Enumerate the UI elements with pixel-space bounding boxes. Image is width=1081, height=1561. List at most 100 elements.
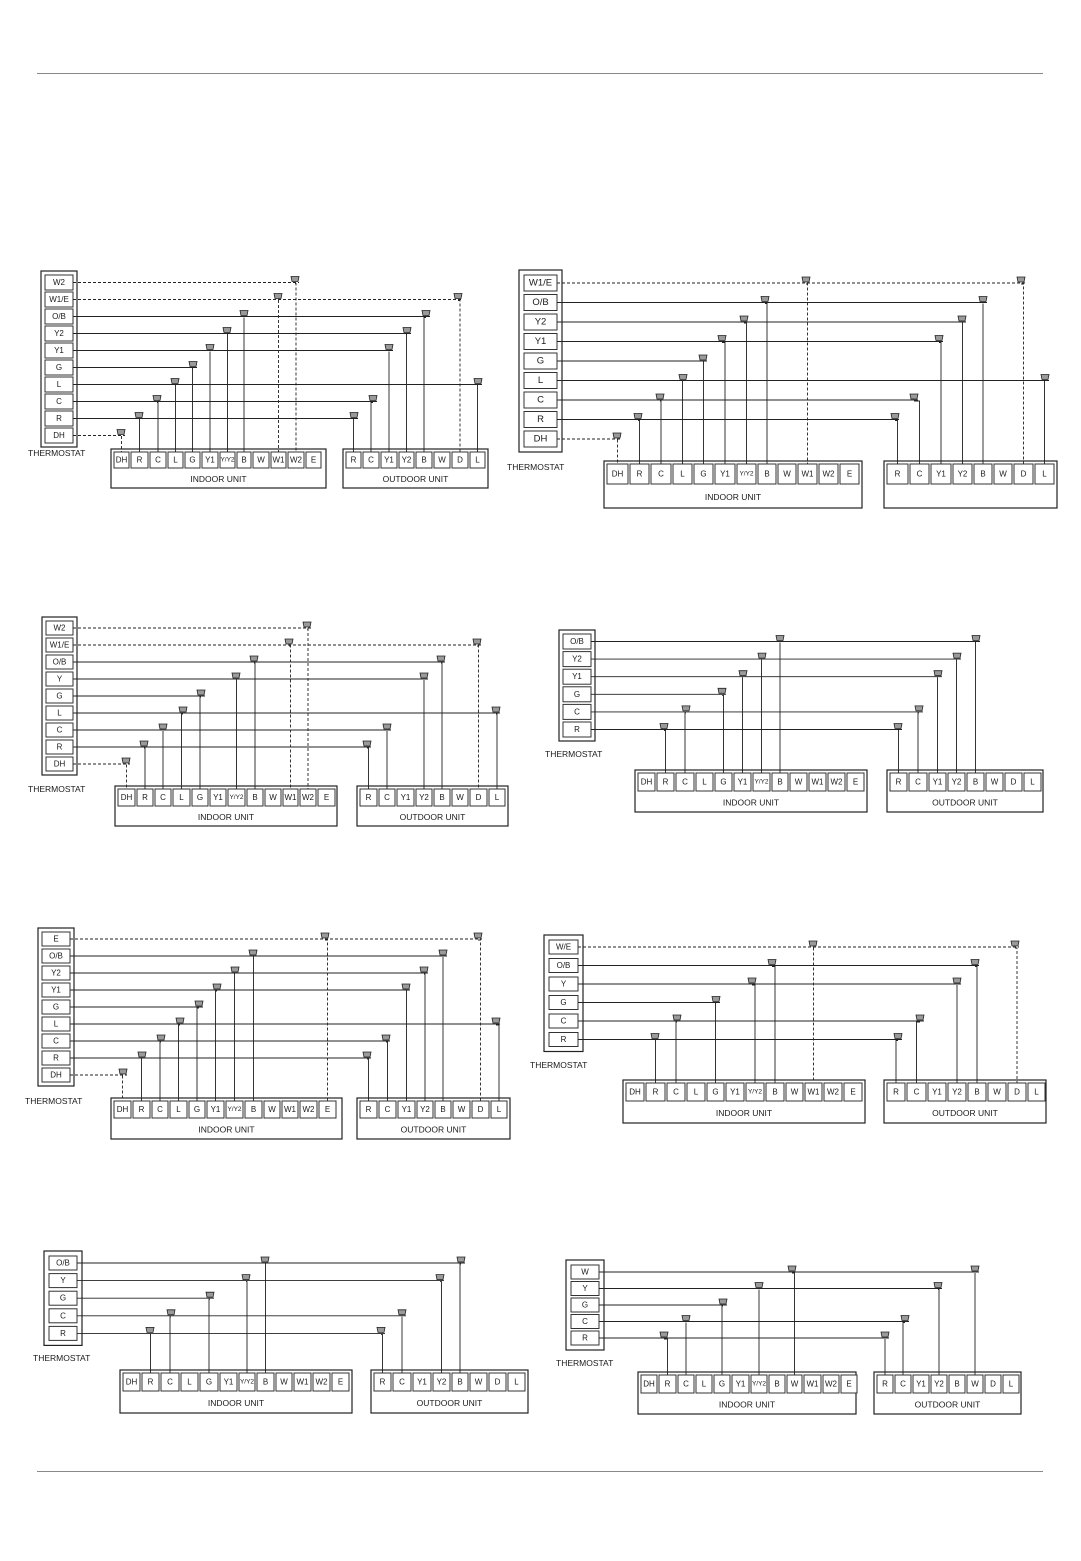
indoor-terminal-w2 bbox=[822, 1374, 840, 1394]
wire-nut-icon bbox=[491, 706, 501, 713]
wire-drop-outdoor-y2 bbox=[440, 1281, 442, 1373]
thermostat-terminal-label-y: Y bbox=[582, 1284, 588, 1293]
wire-nut-icon bbox=[767, 959, 777, 965]
wire-nut-icon bbox=[121, 757, 131, 764]
indoor-terminal-y1 bbox=[731, 1374, 750, 1394]
outdoor-terminal-label-y1: Y1 bbox=[916, 1380, 926, 1389]
outdoor-terminal-label-r: R bbox=[351, 456, 357, 465]
wire-nut-icon bbox=[808, 940, 818, 947]
outdoor-terminal-label-l: L bbox=[497, 1105, 502, 1114]
wire-nut-icon bbox=[273, 293, 283, 299]
wire-drop-indoor-c bbox=[159, 1041, 161, 1101]
indoor-terminal-w bbox=[263, 1100, 281, 1119]
wire-drop-indoor-b bbox=[265, 1263, 266, 1373]
thermostat-terminal-label-y: Y bbox=[57, 675, 63, 684]
indoor-terminal-label-e: E bbox=[847, 470, 852, 479]
wire-drop-indoor-w bbox=[792, 1272, 795, 1375]
indoor-terminal-label-r: R bbox=[142, 793, 148, 802]
outdoor-terminal-l bbox=[1002, 1374, 1020, 1394]
outdoor-terminal-y1 bbox=[927, 1082, 947, 1102]
wire-nut-body bbox=[290, 276, 300, 282]
outdoor-terminal-strip: R C Y1 Y2 B W D L bbox=[359, 788, 506, 807]
wire-drop-indoor-y1 bbox=[742, 677, 743, 773]
indoor-terminal-label-w: W bbox=[795, 778, 803, 787]
wire-nut-body bbox=[166, 1309, 176, 1316]
outdoor-terminal-label-y2: Y2 bbox=[958, 470, 968, 479]
thermostat-terminal-label-g: G bbox=[537, 356, 544, 367]
wire-nut-icon bbox=[775, 635, 785, 641]
wire-drop-indoor-w2 bbox=[307, 628, 309, 789]
thermostat-terminal-label-r: R bbox=[57, 743, 63, 752]
outdoor-terminal-strip: R C Y1 Y2 B W D L bbox=[345, 451, 486, 469]
wire-drop-indoor-g bbox=[715, 1003, 716, 1083]
indoor-terminal-strip: DH R C L G Y1 Y/Y2 B W W1 W2 E bbox=[113, 1100, 337, 1119]
indoor-terminal-label-w2: W2 bbox=[823, 470, 836, 479]
wire-nut-body bbox=[222, 327, 232, 333]
outdoor-terminal-label-r: R bbox=[380, 1378, 386, 1387]
wire-drop-outdoor-r bbox=[381, 1333, 383, 1373]
wire-nut-icon bbox=[787, 1265, 797, 1272]
outdoor-terminal-l bbox=[1023, 772, 1042, 792]
wire-nut-body bbox=[362, 740, 372, 747]
wire-nut-body bbox=[717, 687, 727, 694]
indoor-terminal-label-w: W bbox=[791, 1088, 799, 1097]
wire-drop-indoor-l bbox=[178, 1024, 180, 1101]
thermostat-terminal-label-g: G bbox=[582, 1301, 588, 1310]
wire-drop-outdoor-b bbox=[441, 662, 443, 789]
wire-drop-outdoor-y1 bbox=[939, 342, 942, 464]
outdoor-terminal-label-y1: Y1 bbox=[936, 470, 946, 479]
indoor-terminal-label-y-y2: Y/Y2 bbox=[748, 1089, 762, 1096]
indoor-terminal-label-w2: W2 bbox=[825, 1380, 838, 1389]
thermostat-terminal-label-r: R bbox=[53, 1054, 59, 1063]
indoor-terminal-label-w1: W1 bbox=[808, 1088, 821, 1097]
thermostat-terminal-label-dh: DH bbox=[534, 434, 548, 445]
outdoor-terminal-label-y2: Y2 bbox=[437, 1378, 447, 1387]
thermostat-terminal-label-g: G bbox=[574, 690, 580, 699]
wire-drop-indoor-c bbox=[157, 402, 159, 452]
outdoor-unit-label: OUTDOOR UNIT bbox=[417, 1398, 483, 1408]
wire-nut-icon bbox=[249, 655, 259, 662]
wire-nut-icon bbox=[384, 344, 394, 350]
wire-nut-body bbox=[248, 949, 258, 956]
thermostat-terminal-label-w2: W2 bbox=[54, 624, 67, 633]
outdoor-terminal-w bbox=[993, 463, 1013, 485]
wire-nut-body bbox=[188, 361, 198, 367]
wire-nut-icon bbox=[952, 652, 962, 659]
wire-drop-indoor-dh bbox=[126, 764, 127, 789]
indoor-terminal-label-y1: Y1 bbox=[211, 1105, 221, 1114]
thermostat-terminal-label-l: L bbox=[57, 380, 62, 389]
wires bbox=[73, 621, 501, 789]
wire-drop-indoor-y1 bbox=[215, 990, 217, 1101]
wire-drop-indoor-l bbox=[175, 385, 176, 452]
wire-drop-indoor-g bbox=[703, 361, 704, 464]
wire-nut-body bbox=[139, 740, 149, 747]
wire-nut-body bbox=[900, 1315, 910, 1321]
wire-nut-icon bbox=[1040, 374, 1050, 380]
indoor-terminal-label-y-y2: Y/Y2 bbox=[220, 457, 234, 464]
wire-drop-outdoor-b bbox=[975, 642, 976, 773]
outdoor-terminal-d bbox=[488, 1372, 507, 1392]
thermostat-terminal-label-o-b: O/B bbox=[49, 952, 63, 961]
wire-nut-icon bbox=[134, 412, 144, 418]
outdoor-unit-label: OUTDOOR UNIT bbox=[915, 1399, 981, 1409]
indoor-terminal-label-g: G bbox=[206, 1378, 212, 1387]
thermostat-terminal-label-y2: Y2 bbox=[535, 317, 547, 328]
wire-drop-indoor-w2 bbox=[295, 283, 297, 452]
wire-nut-icon bbox=[222, 327, 232, 333]
indoor-terminal-label-dh: DH bbox=[612, 470, 624, 479]
outdoor-terminal-label-y2: Y2 bbox=[952, 1088, 962, 1097]
wire-nut-icon bbox=[739, 315, 749, 322]
wire-drop-indoor-y-y2 bbox=[761, 659, 762, 773]
wire-nut-body bbox=[1016, 276, 1026, 283]
indoor-terminal-w1 bbox=[808, 772, 827, 792]
outdoor-terminal-label-w: W bbox=[438, 456, 446, 465]
wire-nut-body bbox=[453, 293, 463, 299]
thermostat-terminal-label-g: G bbox=[560, 998, 566, 1007]
wire-drop-outdoor-y2 bbox=[424, 973, 426, 1101]
wire-drop-outdoor-l bbox=[477, 385, 478, 452]
wire-nut-body bbox=[767, 959, 777, 965]
wire-drop-indoor-r bbox=[144, 747, 146, 789]
outdoor-unit-label: OUTDOOR UNIT bbox=[401, 1125, 467, 1135]
bottom-rule bbox=[37, 1471, 1043, 1472]
